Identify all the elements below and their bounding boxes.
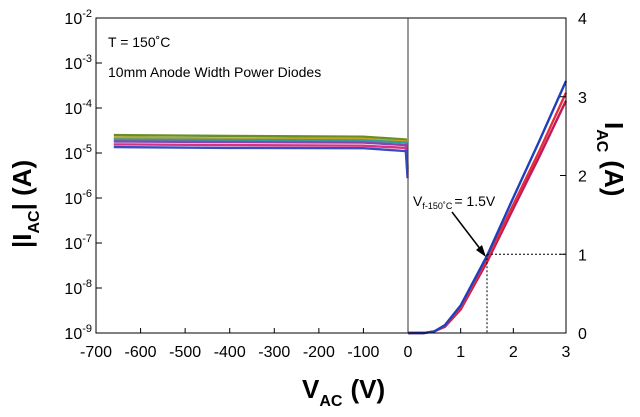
- y-right-tick-label: 3: [578, 90, 587, 107]
- x-tick-label: 1: [456, 344, 465, 361]
- y-left-tick-base: 10: [64, 11, 82, 28]
- y-right-axis-title-unit: (A): [599, 160, 629, 196]
- y-left-tick-exponent: -2: [82, 8, 92, 20]
- y-left-axis-title-sub: AC: [26, 210, 43, 234]
- y-left-tick-base: 10: [64, 146, 82, 163]
- y-left-tick-exponent: -3: [82, 53, 92, 65]
- vf-arrow: [451, 211, 482, 251]
- forward-series-line: [408, 92, 568, 335]
- vf-arrowhead: [476, 245, 486, 257]
- y-right-tick-label: 1: [578, 247, 587, 264]
- y-left-tick-base: 10: [64, 236, 82, 253]
- y-left-axis-title-main: |I: [7, 234, 37, 249]
- y-left-tick-label: 10-5: [64, 143, 92, 163]
- forward-series-line: [408, 80, 568, 335]
- y-right-tick-label: 0: [578, 326, 587, 343]
- forward-series-group: [408, 80, 568, 335]
- y-left-tick-base: 10: [64, 101, 82, 118]
- y-right-tick-label: 2: [578, 169, 587, 186]
- y-left-tick-label: 10-6: [64, 188, 92, 208]
- x-tick-label: 2: [509, 344, 518, 361]
- y-left-tick-label: 10-7: [64, 233, 92, 253]
- y-left-tick-base: 10: [64, 281, 82, 298]
- y-left-tick-label: 10-8: [64, 278, 92, 298]
- x-tick-label: -600: [125, 344, 157, 361]
- x-tick-label: -200: [303, 344, 335, 361]
- y-left-tick-exponent: -7: [82, 233, 92, 245]
- leakage-series-line: [113, 145, 409, 179]
- vf-label-main: V: [413, 193, 423, 209]
- y-left-tick-base: 10: [64, 191, 82, 208]
- vf-label-value: = 1.5V: [454, 193, 496, 209]
- leakage-series-group: [113, 133, 409, 179]
- y-left-tick-exponent: -5: [82, 143, 92, 155]
- x-tick-label: -700: [80, 344, 112, 361]
- x-tick-label: -300: [258, 344, 290, 361]
- y-left-tick-exponent: -9: [82, 323, 92, 335]
- y-left-tick-exponent: -6: [82, 188, 92, 200]
- x-tick-label: -100: [347, 344, 379, 361]
- y-left-tick-exponent: -4: [82, 98, 92, 110]
- x-axis-title-unit: (V): [350, 374, 385, 404]
- x-axis-title: VAC (V): [302, 374, 385, 410]
- device-label: 10mm Anode Width Power Diodes: [108, 64, 321, 80]
- y-left-tick-label: 10-2: [64, 8, 92, 28]
- vf-label-sub: f-150˚C: [422, 201, 453, 211]
- y-left-tick-base: 10: [64, 56, 82, 73]
- temperature-label: T = 150˚C: [108, 34, 170, 50]
- y-right-tick-label: 4: [578, 11, 587, 28]
- vf-label: Vf-150˚C = 1.5V: [413, 193, 496, 211]
- y-left-axis-title-unit: | (A): [7, 160, 37, 211]
- y-left-tick-base: 10: [64, 326, 82, 343]
- y-left-tick-exponent: -8: [82, 278, 92, 290]
- y-right-axis-title-main: I: [599, 122, 629, 129]
- x-tick-label: -400: [214, 344, 246, 361]
- vf-marker-group: [486, 253, 566, 333]
- x-tick-label: 3: [562, 344, 571, 361]
- tick-group: -700 -600 -500 -400 -300 -200 -100 0 1 2 310-910-8…: [64, 8, 587, 361]
- x-axis-title-sub: AC: [319, 393, 343, 410]
- y-right-axis-title: IAC (A): [593, 122, 629, 196]
- y-right-axis-title-sub: AC: [593, 129, 610, 153]
- y-left-tick-label: 10-4: [64, 98, 92, 118]
- plot-frame: [95, 17, 567, 334]
- y-left-tick-label: 10-3: [64, 53, 92, 73]
- y-left-axis-title: |IAC| (A): [7, 160, 43, 248]
- y-left-tick-label: 10-9: [64, 323, 92, 343]
- x-axis-title-main: V: [302, 374, 320, 404]
- x-tick-label: -500: [169, 344, 201, 361]
- x-tick-label: 0: [404, 344, 413, 361]
